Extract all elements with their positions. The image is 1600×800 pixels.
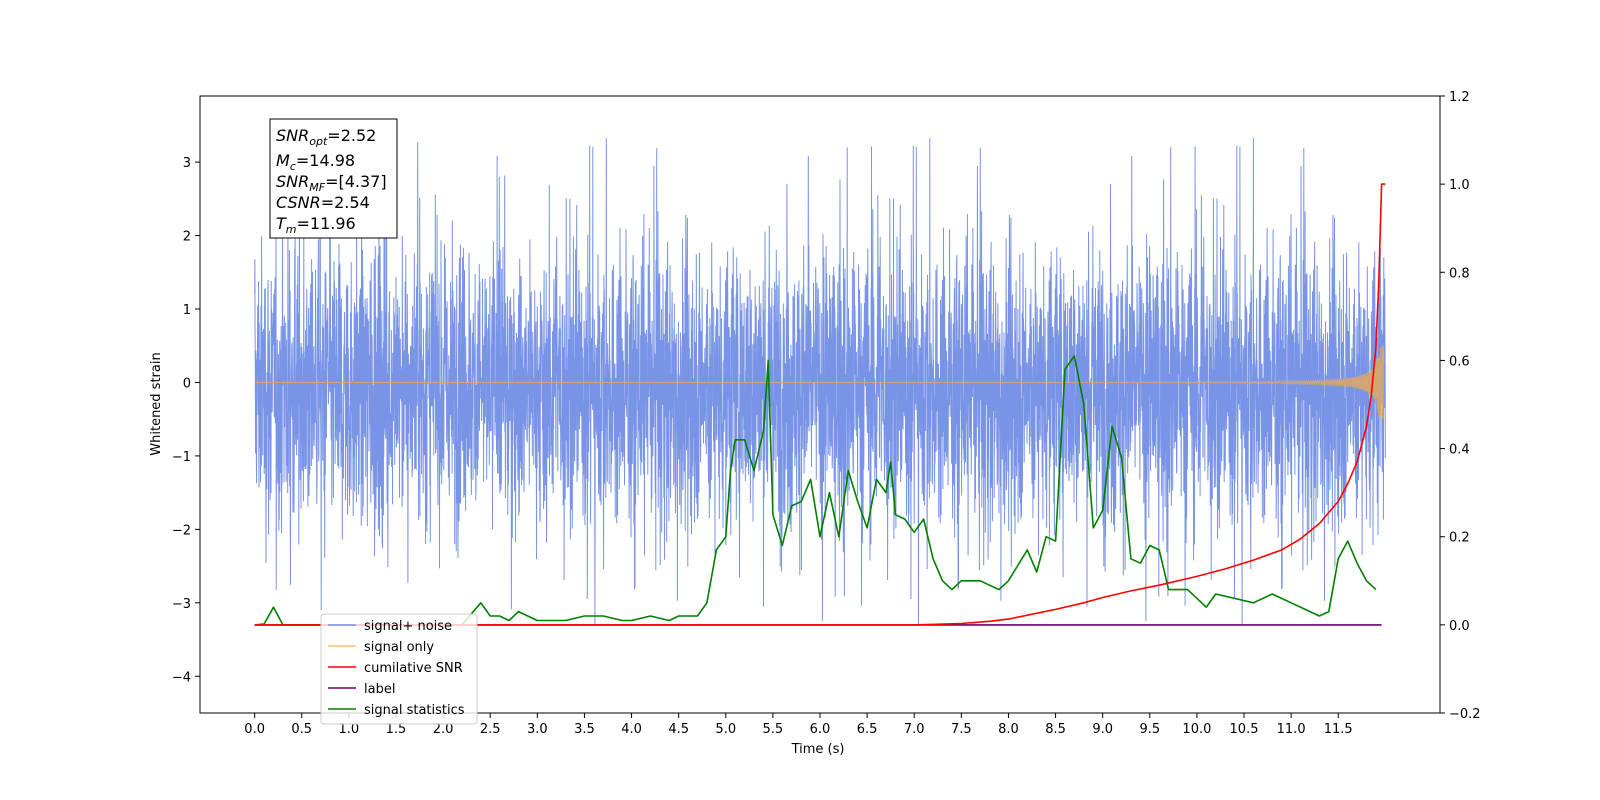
- y2-tick-label: 0.0: [1449, 619, 1470, 634]
- x-tick-label: 4.5: [668, 722, 689, 737]
- x-tick-label: 2.0: [433, 722, 454, 737]
- x-tick-label: 8.5: [1045, 722, 1066, 737]
- annotation-box: SNRopt=2.52 Mc=14.98 SNRMF=[4.37] CSNR=2…: [269, 118, 398, 239]
- x-tick-label: 7.0: [904, 722, 925, 737]
- legend-label-signal-noise: signal+ noise: [364, 619, 452, 634]
- x-axis-label: Time (s): [791, 742, 845, 757]
- y-tick-label: −1: [172, 450, 191, 465]
- legend-item-signal-statistics: signal statistics: [328, 703, 465, 718]
- y-tick-label: −3: [172, 597, 191, 612]
- x-tick-label: 5.0: [715, 722, 736, 737]
- x-tick-label: 10.5: [1230, 722, 1259, 737]
- x-tick-label: 7.5: [951, 722, 972, 737]
- y2-tick-label: 1.0: [1449, 178, 1470, 193]
- legend-item-signal-noise: signal+ noise: [328, 619, 452, 634]
- x-tick-label: 3.5: [574, 722, 595, 737]
- x-tick-label: 9.5: [1139, 722, 1160, 737]
- y2-tick-label: 1.2: [1449, 90, 1470, 105]
- secondary-y-axis-ticks: 1.2 1.0 0.8 0.6 0.4 0.2 0.0 −0.2: [1440, 90, 1481, 722]
- annotation-tm: Tm=11.96: [276, 214, 356, 236]
- legend-item-label: label: [328, 682, 395, 697]
- annotation-mc: Mc=14.98: [276, 151, 355, 173]
- series-signal-noise: [254, 138, 1386, 625]
- x-tick-label: 0.0: [244, 722, 265, 737]
- x-tick-label: 1.0: [339, 722, 360, 737]
- x-tick-label: 6.5: [857, 722, 878, 737]
- y2-tick-label: 0.2: [1449, 531, 1470, 546]
- y-tick-label: 2: [183, 230, 191, 245]
- y-axis-ticks: 3 2 1 0 −1 −2 −3 −4: [172, 156, 200, 685]
- x-tick-label: 3.0: [527, 722, 548, 737]
- legend-label-label: label: [364, 682, 395, 697]
- series-cumilative-snr: [254, 183, 1386, 626]
- x-tick-label: 2.5: [480, 722, 501, 737]
- annotation-snr-opt: SNRopt=2.52: [276, 126, 376, 148]
- x-tick-label: 10.0: [1182, 722, 1211, 737]
- x-tick-label: 11.5: [1324, 722, 1353, 737]
- legend-item-cumilative-snr: cumilative SNR: [328, 661, 463, 676]
- series-signal-only: [254, 345, 1386, 420]
- x-tick-label: 8.0: [998, 722, 1019, 737]
- y-axis-label: Whitened strain: [149, 352, 164, 455]
- y2-tick-label: 0.4: [1449, 443, 1470, 458]
- x-tick-label: 5.5: [763, 722, 784, 737]
- x-tick-label: 1.5: [386, 722, 407, 737]
- x-tick-label: 6.0: [810, 722, 831, 737]
- y2-tick-label: −0.2: [1449, 707, 1481, 722]
- data-layer: [254, 138, 1386, 626]
- x-tick-label: 11.0: [1277, 722, 1306, 737]
- y-tick-label: −4: [172, 670, 191, 685]
- legend-label-signal-statistics: signal statistics: [364, 703, 465, 718]
- x-tick-label: 0.5: [291, 722, 312, 737]
- y-tick-label: −2: [172, 523, 191, 538]
- x-axis-ticks: 0.0 0.5 1.0 1.5 2.0 2.5 3.0 3.5 4.0 4.5 5.0 5.5 6.0 6…: [244, 713, 1353, 737]
- x-tick-label: 4.0: [621, 722, 642, 737]
- legend-label-cumilative-snr: cumilative SNR: [364, 661, 463, 676]
- y-tick-label: 1: [183, 303, 191, 318]
- x-tick-label: 9.0: [1092, 722, 1113, 737]
- y-tick-label: 3: [183, 156, 191, 171]
- legend-label-signal-only: signal only: [364, 640, 434, 655]
- annotation-csnr: CSNR=2.54: [276, 193, 370, 212]
- y-tick-label: 0: [183, 376, 191, 391]
- annotation-snr-mf: SNRMF=[4.37]: [276, 172, 387, 194]
- legend-item-signal-only: signal only: [328, 640, 434, 655]
- legend: signal+ noise signal only cumilative SNR…: [320, 613, 478, 725]
- y2-tick-label: 0.8: [1449, 266, 1470, 281]
- y2-tick-label: 0.6: [1449, 354, 1470, 369]
